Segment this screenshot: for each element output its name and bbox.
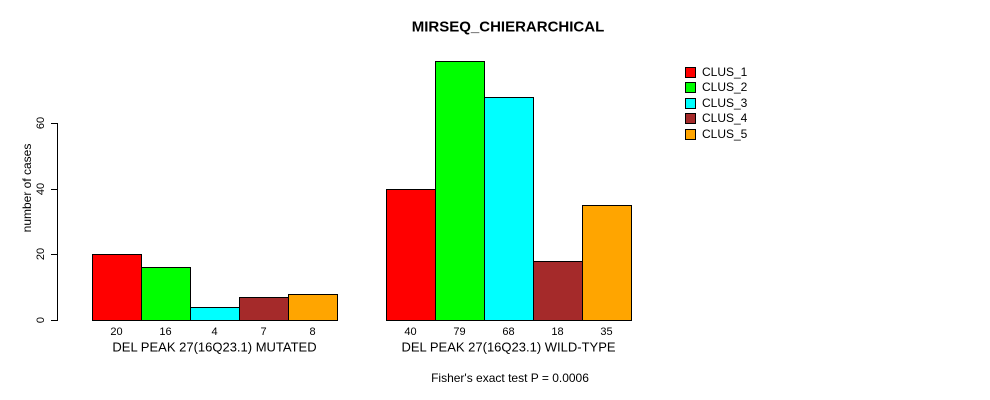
legend-swatch	[685, 128, 696, 140]
bar-CLUS_5	[288, 294, 338, 321]
legend-label: CLUS_3	[702, 96, 748, 110]
legend-item: CLUS_4	[685, 112, 747, 124]
bar-value-label: 79	[453, 326, 466, 338]
legend-label: CLUS_4	[702, 111, 748, 125]
y-axis	[57, 123, 58, 321]
bar-CLUS_3	[484, 97, 534, 321]
legend-label: CLUS_1	[702, 65, 748, 79]
bar-value-label: 68	[502, 326, 515, 338]
bar-CLUS_5	[582, 205, 632, 321]
bar-value-label: 35	[600, 326, 613, 338]
y-tick	[51, 320, 57, 321]
chart-title: MIRSEQ_CHIERARCHICAL	[411, 18, 605, 36]
legend-swatch	[685, 112, 696, 124]
bar-value-label: 8	[309, 326, 316, 338]
group-x-label: DEL PEAK 27(16Q23.1) WILD-TYPE	[401, 339, 616, 355]
legend-swatch	[685, 66, 696, 78]
bar-value-label: 18	[551, 326, 564, 338]
group-x-label: DEL PEAK 27(16Q23.1) MUTATED	[112, 339, 317, 355]
bar-CLUS_4	[533, 261, 583, 321]
bar-CLUS_1	[92, 254, 142, 321]
bar-value-label: 4	[211, 326, 218, 338]
legend-swatch	[685, 97, 696, 109]
y-tick-label: 40	[35, 182, 47, 196]
legend-item: CLUS_5	[685, 128, 747, 140]
y-tick	[51, 254, 57, 255]
legend-item: CLUS_1	[685, 66, 747, 78]
y-tick	[51, 123, 57, 124]
bar-value-label: 40	[404, 326, 417, 338]
y-tick-label: 0	[35, 316, 47, 324]
legend-label: CLUS_2	[702, 80, 748, 94]
legend-item: CLUS_3	[685, 97, 747, 109]
legend-label: CLUS_5	[702, 127, 748, 141]
bar-value-label: 16	[159, 326, 172, 338]
legend-item: CLUS_2	[685, 81, 747, 93]
y-tick-label: 60	[35, 116, 47, 130]
y-axis-label: number of cases	[20, 143, 34, 233]
legend-swatch	[685, 81, 696, 93]
bar-CLUS_4	[239, 297, 289, 321]
bar-CLUS_2	[141, 267, 191, 321]
y-tick	[51, 189, 57, 190]
bar-CLUS_1	[386, 189, 436, 321]
bar-value-label: 7	[260, 326, 267, 338]
bar-value-label: 20	[110, 326, 123, 338]
bar-CLUS_3	[190, 307, 240, 321]
bar-CLUS_2	[435, 61, 485, 321]
y-tick-label: 20	[35, 247, 47, 261]
fisher-test-note: Fisher's exact test P = 0.0006	[431, 371, 589, 385]
